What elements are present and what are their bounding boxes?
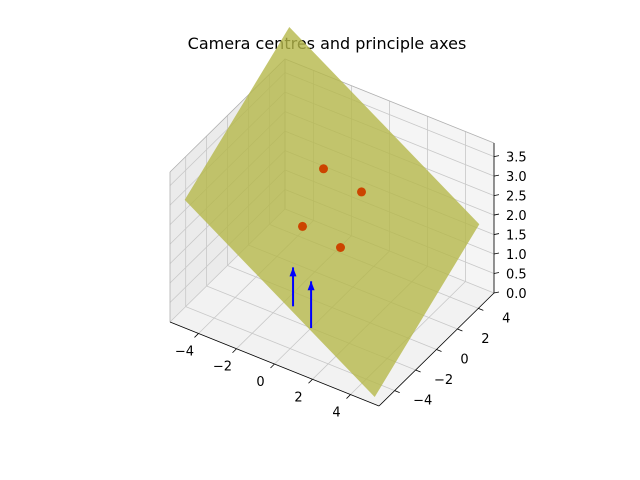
x-tick-label: 4 [332, 406, 340, 421]
z-tick-mark [493, 252, 500, 255]
z-tick-mark [493, 174, 500, 177]
plane-surface [184, 27, 480, 397]
z-tick-mark [493, 233, 500, 235]
x-tick-label: 0 [256, 375, 264, 390]
z-tick-label: 0.5 [506, 268, 527, 283]
x-tick-label: −2 [213, 360, 232, 375]
y-tick-mark [457, 328, 463, 332]
principal-axis-arrowhead [307, 281, 315, 291]
principal-axis-arrows [289, 267, 315, 329]
camera-centre-points [298, 164, 366, 252]
z-tick-label: 2.5 [506, 190, 527, 205]
z-tick-label: 3.0 [506, 170, 527, 185]
x-tick-label: 2 [294, 390, 302, 405]
y-tick-mark [394, 390, 400, 393]
chart-title: Camera centres and principle axes [188, 34, 467, 53]
y-tick-mark [478, 308, 484, 311]
z-tick-label: 3.5 [506, 151, 527, 166]
camera-centre-point [319, 164, 328, 174]
x-tick-mark [270, 363, 275, 369]
principal-axis-arrowhead [289, 267, 297, 277]
y-tick-label: 4 [502, 311, 510, 326]
z-tick-label: 0.0 [506, 287, 527, 302]
z-tick-label: 2.0 [506, 209, 527, 224]
y-tick-label: 2 [481, 332, 489, 347]
z-tick-label: 1.5 [506, 229, 527, 244]
y-tick-label: 0 [460, 353, 468, 368]
x-tick-mark [194, 333, 199, 338]
y-tick-label: −2 [434, 373, 453, 388]
z-tick-mark [493, 213, 500, 216]
x-tick-mark [232, 348, 237, 354]
x-tick-mark [308, 378, 313, 384]
y-tick-mark [436, 349, 442, 352]
camera-centre-point [298, 221, 307, 231]
z-tick-mark [493, 155, 500, 158]
camera-centre-point [357, 187, 366, 197]
z-tick-mark [493, 272, 500, 274]
y-tick-mark [415, 369, 421, 373]
z-tick-label: 1.0 [506, 248, 527, 263]
z-tick-mark [493, 194, 500, 196]
x-tick-label: −4 [175, 345, 194, 360]
camera-centre-point [336, 243, 345, 252]
z-tick-mark [493, 291, 500, 294]
principal-plane [184, 27, 480, 397]
y-tick-label: −4 [413, 394, 432, 409]
x-tick-mark [346, 394, 351, 399]
